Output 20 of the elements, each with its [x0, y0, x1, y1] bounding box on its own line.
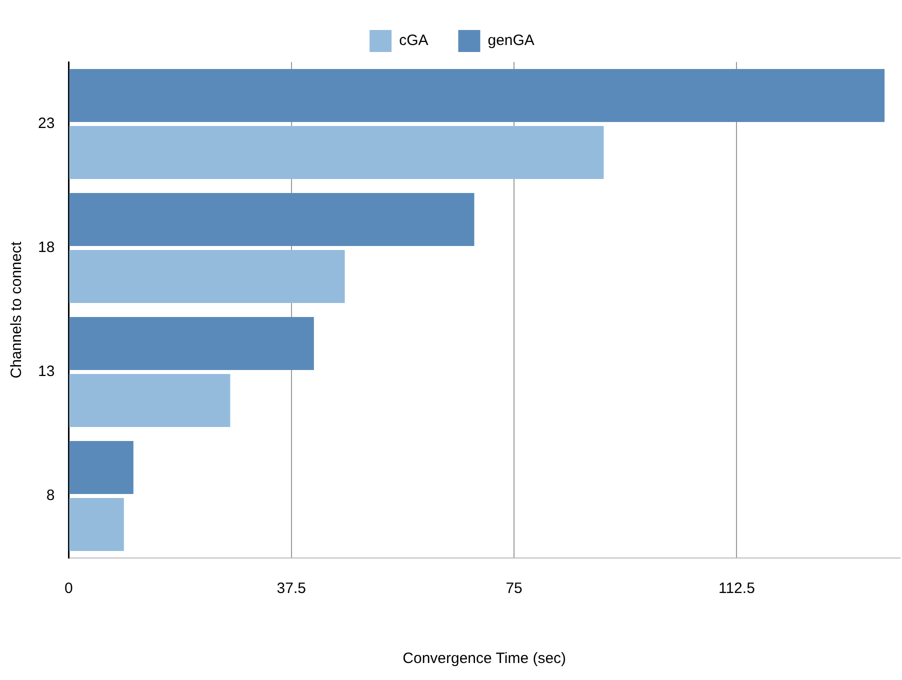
- y-tick-label: 18: [38, 239, 55, 256]
- x-tick-label: 112.5: [718, 580, 755, 598]
- bar: [69, 316, 314, 370]
- y-axis-title: Channels to connect: [8, 240, 26, 378]
- bar: [69, 192, 474, 246]
- bar: [69, 440, 134, 494]
- bar: [69, 126, 604, 180]
- y-tick-label: 23: [38, 115, 55, 132]
- x-tick-label: 75: [506, 580, 522, 598]
- x-tick-label: 37.5: [276, 580, 306, 598]
- bar: [69, 498, 124, 552]
- bar: [69, 374, 230, 428]
- bar: [69, 250, 345, 304]
- y-tick-label: 8: [46, 487, 55, 504]
- x-axis-title: Convergence Time (sec): [402, 650, 566, 668]
- y-tick-label: 13: [38, 363, 55, 380]
- legend-label: genGA: [488, 32, 534, 50]
- x-tick-label: 0: [64, 580, 73, 598]
- legend-label: cGA: [399, 32, 428, 50]
- bar: [69, 68, 885, 122]
